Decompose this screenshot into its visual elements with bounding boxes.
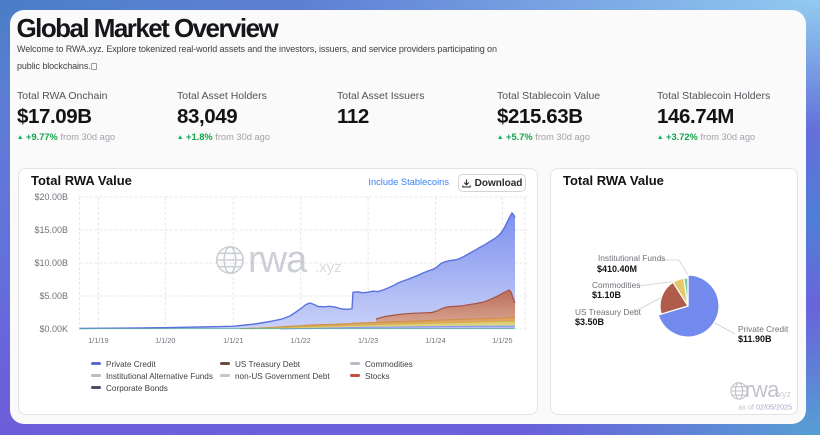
svg-text:1/1/21: 1/1/21 — [223, 336, 243, 345]
svg-text:1/1/19: 1/1/19 — [88, 336, 108, 345]
svg-text:as of 02/05/2025: as of 02/05/2025 — [738, 403, 792, 412]
svg-text:$5.00B: $5.00B — [39, 291, 68, 301]
svg-text:1/1/23: 1/1/23 — [358, 336, 378, 345]
svg-text:.xyz: .xyz — [775, 389, 792, 399]
svg-text:$10.00B: $10.00B — [34, 258, 68, 268]
svg-text:$15.00B: $15.00B — [34, 225, 68, 235]
svg-text:.xyz: .xyz — [315, 259, 342, 276]
svg-text:1/1/20: 1/1/20 — [155, 336, 175, 345]
svg-text:$20.00B: $20.00B — [34, 192, 68, 202]
svg-text:1/1/22: 1/1/22 — [291, 336, 311, 345]
svg-text:$0.00K: $0.00K — [39, 324, 68, 334]
svg-text:rwa: rwa — [248, 239, 308, 281]
svg-text:1/1/25: 1/1/25 — [492, 336, 512, 345]
svg-text:1/1/24: 1/1/24 — [425, 336, 445, 345]
svg-text:rwa: rwa — [745, 377, 780, 402]
